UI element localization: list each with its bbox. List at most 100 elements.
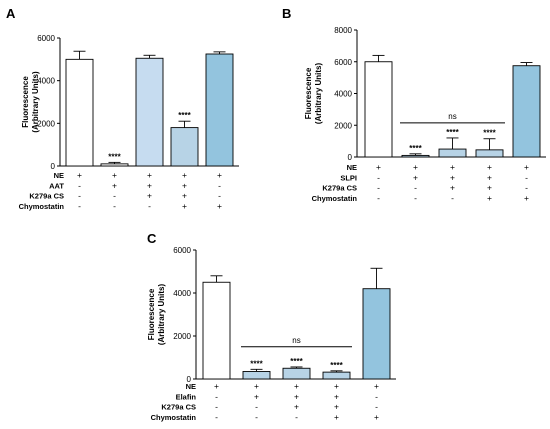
- condition-sign: +: [182, 201, 187, 211]
- condition-sign: +: [487, 162, 492, 172]
- condition-sign: +: [182, 191, 187, 201]
- condition-label: NE: [347, 163, 357, 172]
- y-tick-label: 4000: [37, 77, 55, 86]
- condition-sign: -: [375, 391, 378, 401]
- bar: [475, 149, 504, 158]
- condition-sign: -: [377, 172, 380, 182]
- significance-label: ****: [483, 129, 496, 138]
- y-tick-label: 8000: [334, 26, 352, 35]
- condition-label: NE: [54, 171, 64, 180]
- significance-label: ****: [178, 111, 191, 120]
- condition-sign: -: [414, 183, 417, 193]
- significance-label: ****: [446, 128, 459, 137]
- condition-label: Chymostatin: [19, 202, 65, 211]
- condition-sign: -: [377, 193, 380, 203]
- y-axis-label-line: (Arbitrary Units): [157, 283, 166, 345]
- condition-sign: +: [294, 402, 299, 412]
- ns-label: ns: [448, 112, 456, 121]
- condition-sign: -: [255, 412, 258, 422]
- bar: [65, 58, 94, 167]
- condition-label: SLPI: [340, 173, 357, 182]
- panel-label: B: [282, 6, 291, 21]
- y-tick-label: 0: [348, 153, 353, 162]
- y-axis-label: Fluorescence(Arbitrary Units): [21, 71, 40, 133]
- significance-label: ****: [330, 361, 343, 370]
- condition-sign: +: [182, 180, 187, 190]
- y-axis-label-line: Fluorescence: [304, 67, 313, 119]
- panel-a: A Fluorescence(Arbitrary Units) 0 2000 4000 6…: [6, 6, 239, 211]
- condition-sign: +: [334, 381, 339, 391]
- condition-sign: +: [413, 172, 418, 182]
- bar: [282, 367, 311, 380]
- condition-sign: +: [147, 170, 152, 180]
- condition-sign: +: [374, 412, 379, 422]
- condition-sign: +: [334, 412, 339, 422]
- condition-sign: +: [524, 162, 529, 172]
- condition-sign: -: [218, 191, 221, 201]
- bar: [322, 371, 351, 380]
- condition-sign: -: [295, 412, 298, 422]
- condition-label: K279a CS: [161, 403, 196, 412]
- condition-sign: -: [525, 172, 528, 182]
- y-tick-label: 6000: [37, 34, 55, 43]
- y-tick-label: 0: [51, 162, 56, 171]
- condition-label: K279a CS: [29, 192, 64, 201]
- condition-sign: +: [294, 391, 299, 401]
- panel-label: C: [147, 231, 157, 246]
- condition-sign: -: [78, 191, 81, 201]
- y-tick-label: 6000: [334, 58, 352, 67]
- condition-sign: +: [450, 172, 455, 182]
- y-axis-label-line: (Arbitrary Units): [31, 71, 40, 133]
- panel-label: A: [6, 6, 16, 21]
- panel-c: C Fluorescence(Arbitrary Units) 0 2000 4000 6…: [147, 231, 396, 422]
- condition-sign: +: [294, 381, 299, 391]
- condition-sign: +: [413, 162, 418, 172]
- condition-label: NE: [186, 382, 196, 391]
- condition-sign: -: [525, 183, 528, 193]
- condition-label: AAT: [49, 181, 64, 190]
- condition-sign: +: [487, 193, 492, 203]
- y-axis-label-line: (Arbitrary Units): [314, 62, 323, 124]
- bar: [100, 163, 129, 167]
- significance-label: ****: [250, 359, 263, 368]
- condition-sign: -: [113, 191, 116, 201]
- bar: [202, 281, 231, 380]
- condition-sign: +: [77, 170, 82, 180]
- condition-sign: -: [78, 180, 81, 190]
- condition-sign: +: [334, 391, 339, 401]
- condition-sign: +: [450, 162, 455, 172]
- y-tick-label: 2000: [334, 121, 352, 130]
- panel-b: B Fluorescence(Arbitrary Units) 0 2000 4000 6…: [282, 6, 546, 203]
- y-axis-label-line: Fluorescence: [147, 288, 156, 340]
- y-axis-label-line: Fluorescence: [21, 76, 30, 128]
- condition-sign: +: [112, 180, 117, 190]
- significance-label: ****: [290, 357, 303, 366]
- condition-sign: +: [147, 180, 152, 190]
- condition-sign: -: [218, 180, 221, 190]
- condition-sign: +: [450, 183, 455, 193]
- condition-sign: +: [214, 381, 219, 391]
- condition-sign: +: [487, 183, 492, 193]
- bar: [512, 65, 541, 158]
- condition-sign: +: [376, 162, 381, 172]
- bar: [205, 53, 234, 167]
- condition-label: Elafin: [176, 392, 197, 401]
- condition-sign: +: [334, 402, 339, 412]
- y-tick-label: 4000: [173, 289, 191, 298]
- bar: [170, 127, 199, 167]
- condition-label: Chymostatin: [312, 194, 358, 203]
- significance-label: ****: [409, 144, 422, 153]
- condition-sign: -: [255, 402, 258, 412]
- y-tick-label: 2000: [37, 119, 55, 128]
- condition-sign: +: [182, 170, 187, 180]
- condition-sign: -: [215, 391, 218, 401]
- condition-sign: -: [215, 412, 218, 422]
- condition-sign: +: [374, 381, 379, 391]
- ns-label: ns: [292, 336, 300, 345]
- condition-sign: +: [487, 172, 492, 182]
- bar: [362, 288, 391, 380]
- condition-sign: -: [414, 193, 417, 203]
- condition-sign: -: [113, 201, 116, 211]
- condition-label: Chymostatin: [151, 413, 197, 422]
